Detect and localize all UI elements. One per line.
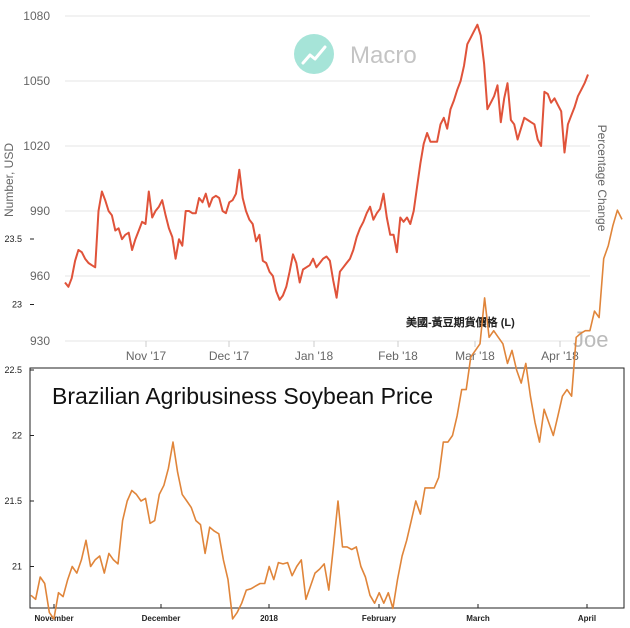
chart2-title: Brazilian Agribusiness Soybean Price [52, 383, 433, 409]
chart1-y-tick-label: 990 [30, 204, 50, 218]
chart2-y-tick-labels: 21 21.5 22 22.5 23 23.5 [4, 234, 34, 572]
chart1-y-tick-label: 930 [30, 334, 50, 348]
chart2-y-tick-label: 23.5 [4, 234, 22, 244]
chart2-x-tick-label: March [466, 614, 490, 623]
chart1-y-axis-title: Number, USD [2, 143, 16, 217]
chart1-x-tick-label: Feb '18 [378, 349, 418, 363]
chart2-y-tick-label: 21.5 [4, 496, 22, 506]
chart1-x-tick-label: Jan '18 [295, 349, 334, 363]
chart2-x-tick-labels: November December 2018 February March April [34, 604, 596, 623]
chart2-y-tick-label: 22.5 [4, 365, 22, 375]
chart1-x-tick-label: Dec '17 [209, 349, 250, 363]
chart1-series-line [64, 23, 589, 301]
chart2-x-tick-label: April [578, 614, 596, 623]
chart2-y-tick-label: 21 [12, 562, 22, 572]
chart1-y-tick-label: 1050 [23, 74, 50, 88]
chart1-right-axis-title: Percentage Change [595, 125, 609, 232]
chart-macro-soybean-futures: Macro 930 960 990 1020 1050 1080 Nov '17 Dec '… [2, 9, 609, 363]
chart2-x-tick-label: December [142, 614, 181, 623]
chart1-y-tick-label: 1080 [23, 9, 50, 23]
chart1-x-tick-labels: Nov '17 Dec '17 Jan '18 Feb '18 Mar '18 Apr '… [126, 341, 579, 363]
chart2-y-tick-label: 23 [12, 300, 22, 310]
chart2-y-tick-label: 22 [12, 431, 22, 441]
chart1-y-tick-label: 1020 [23, 139, 50, 153]
macro-logo: Macro [294, 34, 417, 74]
chart1-gridlines [65, 15, 590, 342]
chart1-y-tick-label: 960 [30, 269, 50, 283]
chart1-x-tick-label: Nov '17 [126, 349, 167, 363]
chart1-x-tick-label: Mar '18 [455, 349, 495, 363]
chart2-frame [29, 367, 625, 609]
macro-logo-trend-icon [301, 45, 327, 65]
chart2-x-tick-label: 2018 [260, 614, 278, 623]
macro-logo-text: Macro [350, 42, 417, 69]
chart2-x-tick-label: February [362, 614, 397, 623]
chart1-signature-watermark: Joe [573, 327, 608, 352]
chart1-x-tick-label: Apr '18 [541, 349, 579, 363]
chart2-series-line [30, 209, 623, 620]
chart1-y-tick-labels: 930 960 990 1020 1050 1080 [23, 9, 50, 348]
